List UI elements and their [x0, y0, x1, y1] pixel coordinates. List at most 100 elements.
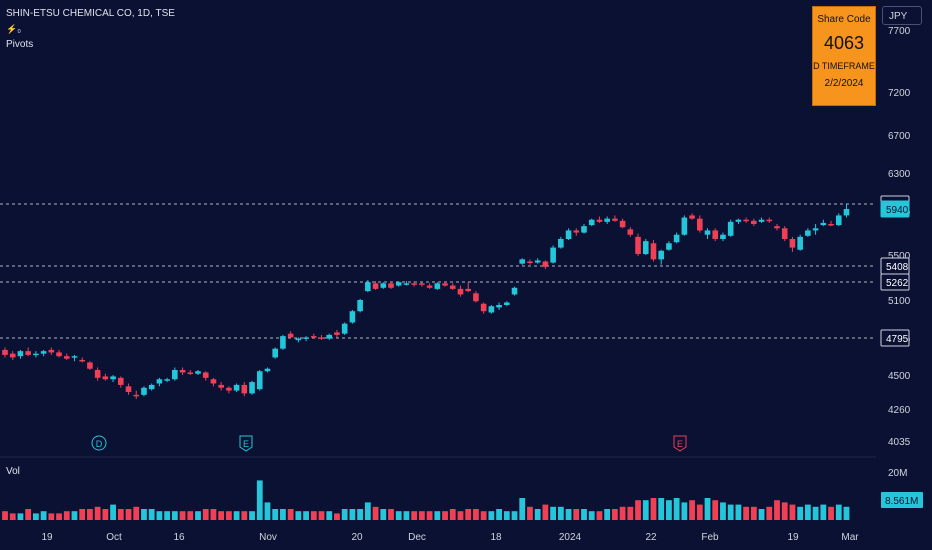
candle: [341, 322, 348, 335]
candle: [820, 219, 827, 227]
candle: [179, 367, 186, 375]
volume-bar: [727, 504, 734, 520]
earnings-marker[interactable]: E: [239, 435, 253, 452]
time-axis-tick: Dec: [408, 532, 426, 543]
candle: [87, 361, 93, 370]
svg-text:E: E: [243, 439, 249, 449]
candle: [449, 283, 456, 290]
volume-bar: [449, 509, 456, 520]
volume-bar: [596, 511, 603, 520]
time-axis-tick: Feb: [701, 532, 719, 543]
volume-bar: [380, 509, 387, 520]
candle: [473, 291, 479, 303]
volume-bar: [156, 511, 163, 520]
currency-button[interactable]: JPY: [882, 6, 922, 25]
volume-bar: [287, 509, 294, 520]
volume-bar: [148, 509, 155, 520]
price-axis-tick: 6700: [888, 131, 911, 142]
candle: [751, 218, 757, 227]
volume-bar: [511, 511, 518, 520]
candle: [426, 283, 433, 289]
candle: [372, 281, 379, 290]
candle: [110, 375, 116, 383]
volume-bar: [480, 511, 487, 520]
price-candles: [2, 204, 850, 400]
volume-bar: [94, 506, 101, 520]
volume-bar: [565, 509, 572, 520]
dividend-marker[interactable]: D: [91, 435, 107, 451]
volume-bar: [349, 509, 356, 520]
svg-text:4795: 4795: [886, 334, 909, 345]
volume-bar: [372, 506, 379, 520]
volume-bar: [542, 504, 549, 520]
candle: [550, 245, 556, 264]
volume-bar: [87, 509, 93, 520]
candle: [164, 377, 170, 383]
time-axis[interactable]: 19 Oct 16 Nov 20 Dec 18 2024 22 Feb 19 Mar: [41, 532, 859, 543]
candle: [141, 386, 147, 397]
candle: [272, 347, 278, 359]
volume-bar: [202, 509, 209, 520]
indicator-legend-pivots[interactable]: Pivots: [6, 39, 34, 50]
volume-bar: [388, 509, 394, 520]
svg-text:D: D: [96, 439, 103, 449]
candle: [658, 249, 664, 265]
volume-bar: [225, 511, 232, 520]
volume-bar: [341, 509, 348, 520]
candle: [202, 371, 209, 381]
volume-bar: [426, 511, 433, 520]
volume-bar: [364, 502, 371, 520]
candle: [650, 240, 657, 262]
price-axis[interactable]: 7700720067006300590055005100490045004260…: [888, 26, 911, 448]
candle: [388, 281, 394, 289]
volume-bar: [550, 506, 557, 520]
candle: [218, 382, 224, 391]
badge-date: 2/2/2024: [824, 78, 864, 89]
volume-axis: 20M 8.561M: [881, 468, 923, 508]
time-axis-tick: 19: [787, 532, 799, 543]
price-axis-tick: 7700: [888, 26, 911, 37]
volume-legend[interactable]: Vol: [6, 466, 20, 477]
volume-bar: [704, 498, 711, 520]
candle: [380, 282, 387, 289]
candle: [434, 282, 441, 290]
volume-bar: [835, 504, 842, 520]
candle: [148, 383, 155, 391]
volume-bar: [326, 511, 333, 520]
time-axis-tick: Mar: [841, 532, 859, 543]
candle: [681, 215, 688, 236]
volume-bar: [71, 511, 78, 520]
badge-timeframe: D TIMEFRAME: [813, 61, 875, 71]
volume-bar: [496, 509, 502, 520]
volume-bar: [125, 509, 132, 520]
candle: [280, 334, 286, 350]
volume-bar: [40, 511, 47, 520]
candle: [318, 334, 325, 340]
volume-bar: [627, 506, 634, 520]
time-axis-tick: 20: [351, 532, 363, 543]
svg-text:8.561M: 8.561M: [885, 496, 918, 507]
volume-bar: [102, 509, 109, 520]
candle: [805, 228, 811, 237]
candle: [94, 367, 101, 381]
volume-bar: [110, 504, 116, 520]
badge-code: 4063: [823, 33, 865, 53]
price-axis-tick: 4500: [888, 371, 911, 382]
price-tags: 59835940540852624795: [880, 195, 910, 347]
volume-bar: [712, 500, 719, 520]
volume-bar: [418, 511, 425, 520]
svg-text:5408: 5408: [886, 262, 909, 273]
candle: [172, 367, 178, 381]
volume-bar: [557, 506, 564, 520]
candle: [465, 282, 471, 293]
candle: [504, 301, 510, 307]
earnings-marker[interactable]: E: [673, 435, 687, 452]
volume-axis-max: 20M: [888, 468, 907, 479]
candle: [612, 215, 618, 222]
symbol-title[interactable]: SHIN-ETSU CHEMICAL CO, 1D, TSE: [6, 8, 175, 19]
candle: [233, 383, 240, 392]
candle: [249, 380, 255, 395]
volume-bar: [9, 513, 16, 520]
